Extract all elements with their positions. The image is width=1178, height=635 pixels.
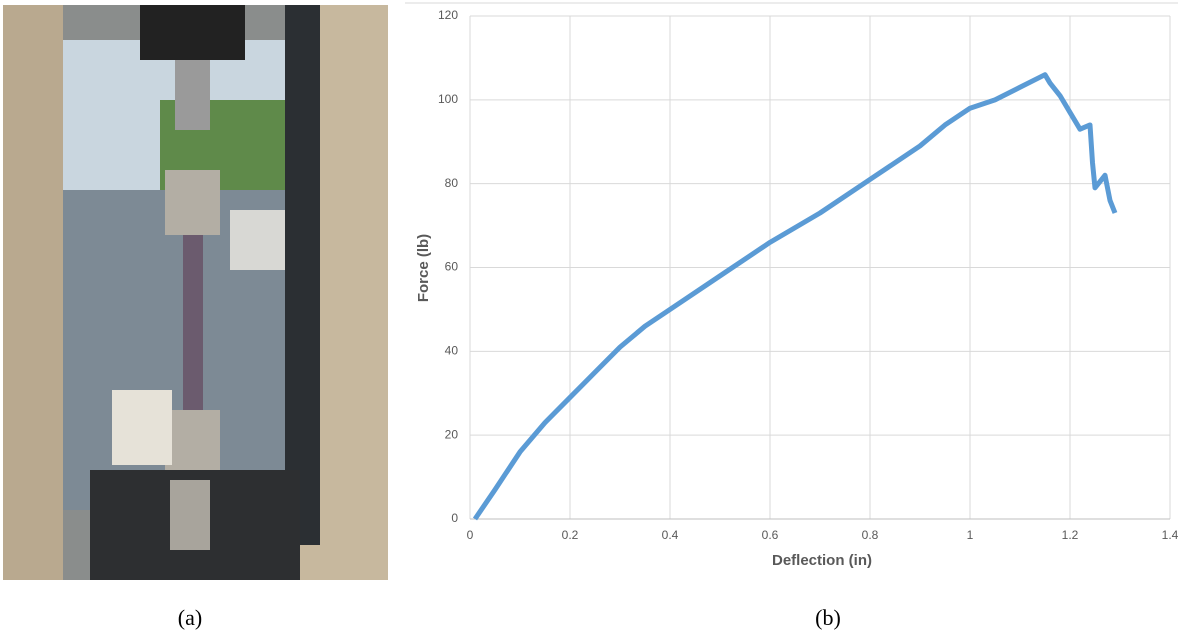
x-tick-label: 1.2: [1062, 528, 1079, 542]
y-tick-label: 0: [451, 511, 458, 525]
x-tick-label: 0.6: [762, 528, 779, 542]
x-tick-label: 1: [967, 528, 974, 542]
x-tick-label: 0: [467, 528, 474, 542]
x-tick-label: 0.4: [662, 528, 679, 542]
x-tick-label: 0.2: [562, 528, 579, 542]
x-axis-title: Deflection (in): [772, 552, 872, 569]
panel-label: (a): [178, 605, 202, 630]
y-tick-label: 120: [438, 8, 458, 22]
y-tick-label: 20: [445, 427, 459, 441]
y-tick-label: 40: [445, 344, 459, 358]
panel-label: (b): [815, 605, 841, 630]
y-tick-label: 80: [445, 176, 459, 190]
x-tick-label: 1.4: [1162, 528, 1178, 542]
x-tick-label: 0.8: [862, 528, 879, 542]
data-line: [472, 72, 1118, 521]
y-tick-label: 100: [438, 92, 458, 106]
chart: 0 20 40 60 80 100 120 0 0.2 0.4 0.6 0.8 1 1.2 1.4: [438, 8, 1178, 542]
photo: [3, 5, 388, 580]
y-tick-label: 60: [445, 260, 459, 274]
y-axis-title: Force (lb): [415, 234, 432, 302]
